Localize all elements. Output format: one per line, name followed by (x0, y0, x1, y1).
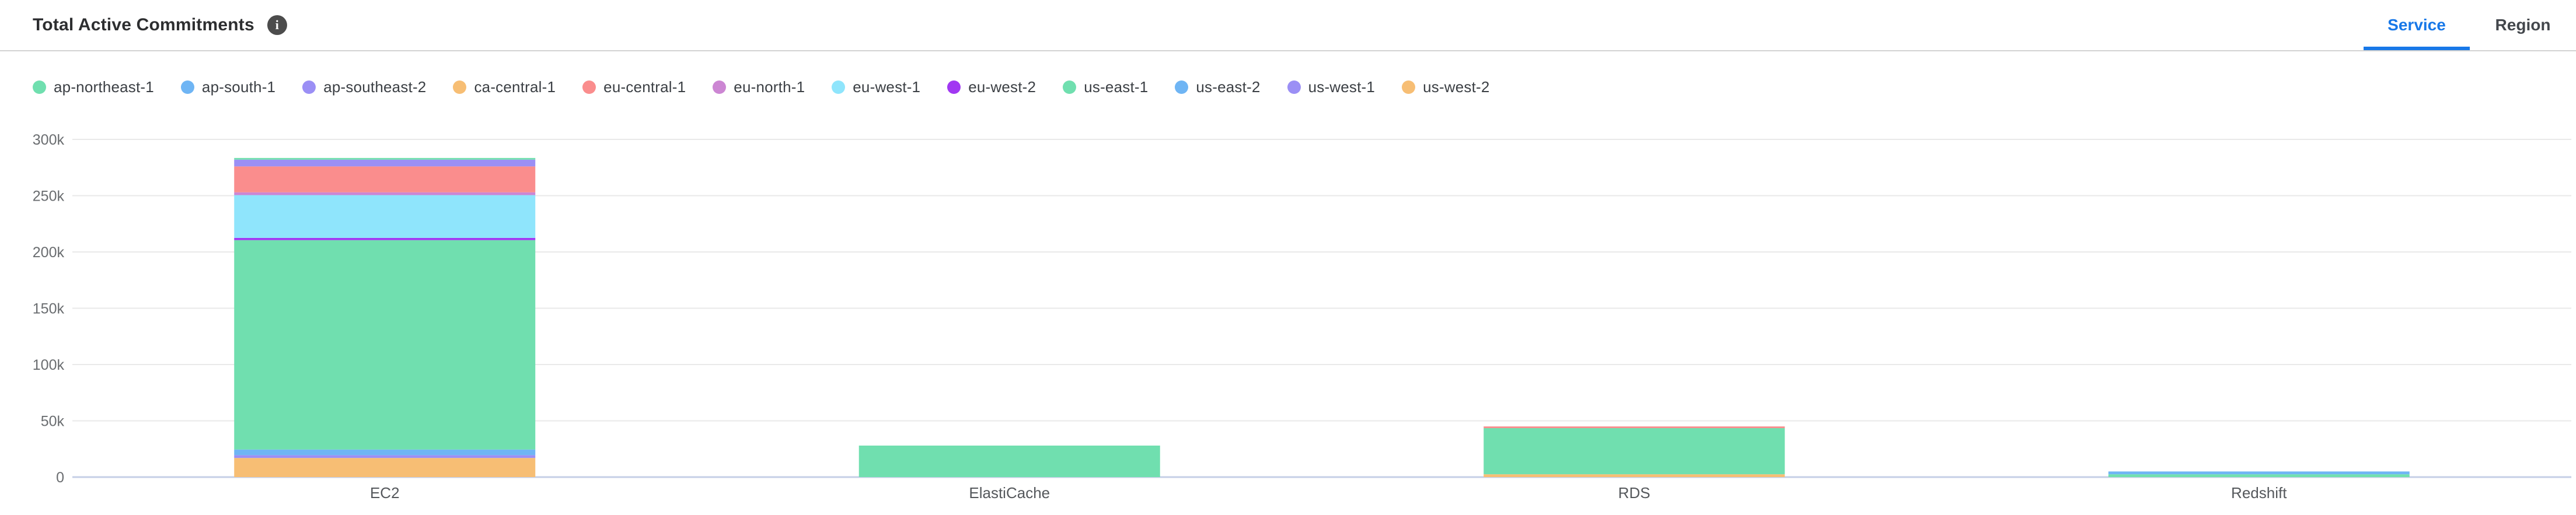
legend-label: us-east-1 (1084, 78, 1149, 96)
legend-label: ap-southeast-2 (323, 78, 427, 96)
legend-dot (1402, 80, 1416, 94)
legend-dot (713, 80, 727, 94)
bar-segment-EC2-eu-central-1[interactable] (234, 166, 536, 192)
legend-dot (947, 80, 961, 94)
legend-item-eu-north-1[interactable]: eu-north-1 (713, 78, 805, 96)
tab-service[interactable]: Service (2364, 0, 2470, 50)
y-tick-label: 250k (33, 188, 65, 205)
bar-segment-RDS-us-east-1[interactable] (1484, 428, 1785, 475)
y-tick-label: 150k (33, 301, 65, 317)
legend-item-us-east-1[interactable]: us-east-1 (1063, 78, 1148, 96)
legend-dot (1063, 80, 1077, 94)
bar-segment-EC2-eu-north-1[interactable] (234, 192, 536, 195)
legend-label: ca-central-1 (474, 78, 556, 96)
page-title: Total Active Commitments (33, 15, 254, 34)
legend-label: ap-south-1 (201, 78, 276, 96)
info-icon[interactable]: i (267, 15, 287, 35)
category-label-RDS: RDS (1618, 484, 1650, 502)
legend-dot (33, 80, 46, 94)
category-label-Redshift: Redshift (2231, 484, 2287, 502)
legend-item-ap-southeast-2[interactable]: ap-southeast-2 (302, 78, 426, 96)
bar-segment-EC2-us-west-1[interactable] (234, 455, 536, 458)
tab-bar: Service Region (2364, 0, 2576, 50)
legend-dot (1175, 80, 1189, 94)
legend-dot (180, 80, 194, 94)
legend-item-us-west-2[interactable]: us-west-2 (1402, 78, 1490, 96)
bar-segment-EC2-us-west-2[interactable] (234, 458, 536, 477)
tab-region-label: Region (2495, 16, 2551, 34)
legend-label: eu-north-1 (734, 78, 805, 96)
bar-segment-EC2-us-east-2[interactable] (234, 449, 536, 456)
bar-segment-RDS-us-west-2[interactable] (1484, 474, 1785, 477)
legend-label: eu-west-2 (968, 78, 1036, 96)
legend-label: us-west-1 (1308, 78, 1376, 96)
y-tick-label: 200k (33, 244, 65, 261)
legend-label: eu-west-1 (853, 78, 921, 96)
legend-item-ca-central-1[interactable]: ca-central-1 (453, 78, 556, 96)
bar-segment-EC2-ap-southeast-2[interactable] (234, 159, 536, 167)
legend-item-eu-west-1[interactable]: eu-west-1 (832, 78, 920, 96)
y-tick-label: 100k (33, 357, 65, 373)
chart-area: 0 50k 100k 150k 200k 250k 300k EC2 ElastiCache RD… (0, 111, 2576, 512)
category-label-ElastiCache: ElastiCache (969, 484, 1050, 502)
bar-segment-EC2-eu-west-2[interactable] (234, 237, 536, 240)
bar-segment-ElastiCache-us-east-1[interactable] (858, 445, 1160, 477)
legend-item-eu-central-1[interactable]: eu-central-1 (582, 78, 686, 96)
legend-label: eu-central-1 (603, 78, 686, 96)
chart-legend: ap-northeast-1 ap-south-1 ap-southeast-2 ca… (0, 51, 2576, 96)
legend-dot (1287, 80, 1301, 94)
y-tick-label: 300k (33, 132, 65, 148)
panel-header: Total Active Commitments i Service Regio… (0, 0, 2576, 51)
legend-item-ap-south-1[interactable]: ap-south-1 (180, 78, 276, 96)
category-label-EC2: EC2 (370, 484, 400, 502)
legend-dot (832, 80, 846, 94)
y-tick-label: 0 (56, 470, 64, 486)
y-tick-label: 50k (41, 414, 65, 430)
legend-item-us-west-1[interactable]: us-west-1 (1287, 78, 1376, 96)
tab-service-label: Service (2387, 16, 2446, 34)
legend-label: us-west-2 (1423, 78, 1490, 96)
legend-label: ap-northeast-1 (54, 78, 154, 96)
bar-segment-Redshift-ap-south-1[interactable] (2108, 471, 2410, 475)
tab-region[interactable]: Region (2470, 0, 2576, 50)
bar-segment-Redshift-us-east-1[interactable] (2108, 474, 2410, 477)
commitments-stacked-bar-chart: 0 50k 100k 150k 200k 250k 300k EC2 ElastiCache RD… (33, 132, 2571, 502)
bar-segment-EC2-us-east-1[interactable] (234, 240, 536, 450)
legend-item-ap-northeast-1[interactable]: ap-northeast-1 (33, 78, 154, 96)
legend-dot (453, 80, 467, 94)
bar-segment-EC2-ap-northeast-1[interactable] (234, 157, 536, 160)
legend-dot (302, 80, 316, 94)
legend-item-us-east-2[interactable]: us-east-2 (1175, 78, 1260, 96)
legend-dot (582, 80, 596, 94)
legend-item-eu-west-2[interactable]: eu-west-2 (947, 78, 1036, 96)
bar-segment-EC2-eu-west-1[interactable] (234, 195, 536, 238)
legend-label: us-east-2 (1196, 78, 1261, 96)
bar-segment-RDS-eu-central-1[interactable] (1484, 426, 1785, 429)
